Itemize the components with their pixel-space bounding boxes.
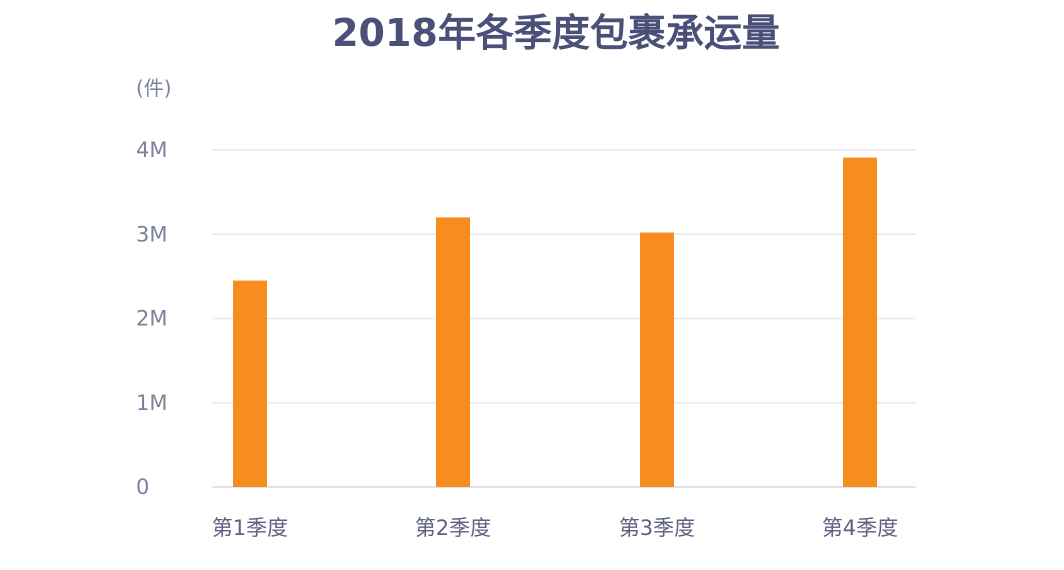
x-category-label: 第1季度: [212, 516, 288, 540]
bar-4: [843, 157, 877, 487]
x-category-label: 第4季度: [822, 516, 898, 540]
y-axis-unit-label: (件): [136, 76, 172, 100]
bar-3: [640, 232, 674, 487]
grid-lines: [212, 149, 916, 488]
bar-1: [233, 280, 267, 487]
y-axis-ticks: 0 1M 2M 3M 4M: [136, 138, 167, 499]
bars: [233, 157, 877, 487]
y-tick-label: 3M: [136, 222, 167, 246]
y-tick-label: 4M: [136, 138, 167, 162]
bar-2: [436, 217, 470, 487]
chart-title: 2018年各季度包裹承运量: [332, 11, 780, 55]
x-category-label: 第2季度: [415, 516, 491, 540]
y-tick-label: 0: [136, 475, 149, 499]
x-category-label: 第3季度: [619, 516, 695, 540]
y-tick-label: 2M: [136, 307, 167, 331]
y-tick-label: 1M: [136, 391, 167, 415]
x-axis-labels: 第1季度 第2季度 第3季度 第4季度: [212, 516, 898, 540]
